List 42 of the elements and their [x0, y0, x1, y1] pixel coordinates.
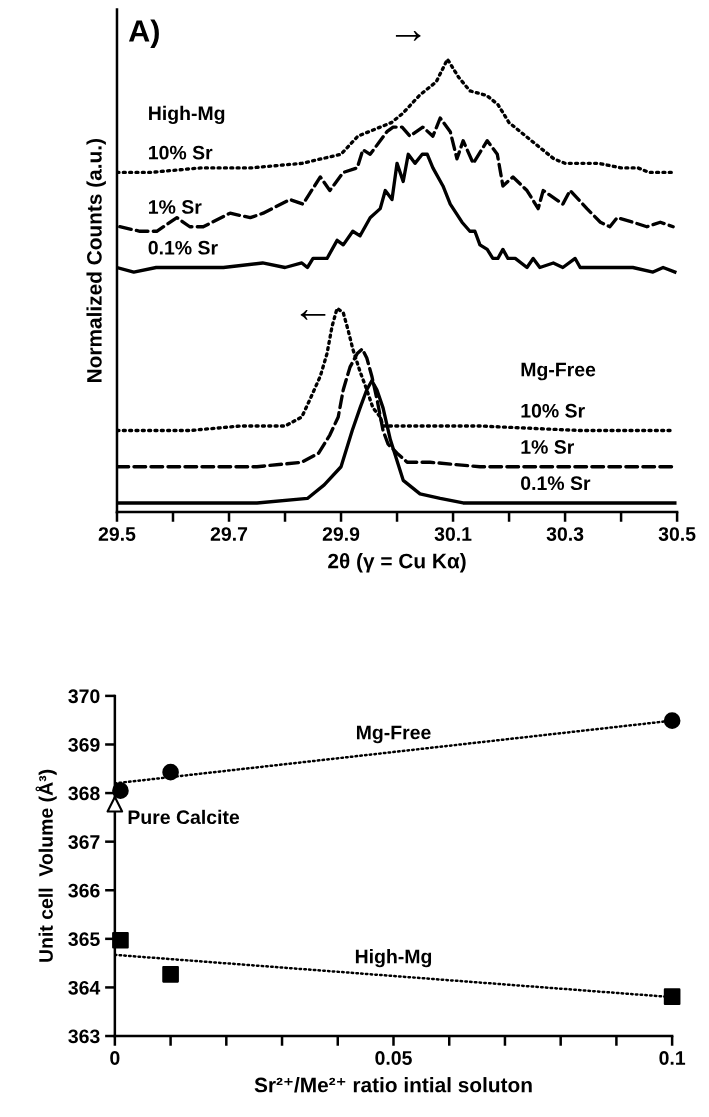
- series-label: 10% Sr: [521, 403, 585, 418]
- series-label: 1% Sr: [521, 440, 575, 454]
- series-label: 10% Sr: [149, 145, 213, 160]
- series-label: High-Mg: [355, 949, 432, 968]
- x-tick-label: 29.9: [322, 527, 360, 541]
- y-tick-label: 367: [68, 835, 100, 849]
- x-tick-label: 30.1: [434, 527, 472, 541]
- series-label: 0.1% Sr: [148, 240, 218, 255]
- series-label: Pure Calcite: [128, 809, 240, 825]
- point: [112, 782, 129, 799]
- y-axis-title: Normalized Counts (a.u.): [86, 139, 106, 382]
- series-label: 0.1% Sr: [521, 476, 591, 491]
- x-tick-label: 0: [110, 1051, 120, 1065]
- x-tick-label: 29.7: [210, 527, 248, 541]
- x-tick-label: 0.05: [375, 1051, 412, 1065]
- point: [106, 795, 124, 813]
- y-tick-label: 366: [68, 883, 100, 898]
- x-tick-label: 0.1: [659, 1051, 686, 1065]
- y-tick-label: 364: [68, 980, 101, 995]
- y-tick-label: 369: [68, 737, 100, 752]
- annotation: Mg-Free: [521, 362, 596, 381]
- annotation: High-Mg: [149, 105, 225, 125]
- point: [112, 931, 129, 949]
- text: A): [128, 19, 159, 48]
- x-axis-title: Sr²⁺/Me²⁺ ratio intial soluton: [254, 1077, 532, 1093]
- series-label: 1% Sr: [149, 200, 202, 214]
- annotation: ←: [300, 309, 326, 320]
- y-tick-label: 363: [68, 1029, 100, 1044]
- x-tick-label: 29.5: [98, 527, 136, 541]
- point: [162, 763, 179, 781]
- point: [663, 712, 681, 729]
- x-axis-title: 2θ (γ = Cu Kα): [328, 553, 466, 573]
- text: →: [395, 30, 421, 41]
- x-tick-label: 30.5: [658, 527, 696, 541]
- point: [162, 965, 179, 983]
- y-axis-title: Unit cell Volume (Å³): [35, 769, 57, 962]
- y-tick-label: 365: [68, 932, 100, 947]
- series-label: Mg-Free: [356, 725, 431, 744]
- x-tick-label: 30.3: [546, 527, 584, 541]
- point: [663, 988, 681, 1005]
- y-tick-label: 368: [68, 786, 100, 801]
- y-tick-label: 370: [68, 689, 100, 704]
